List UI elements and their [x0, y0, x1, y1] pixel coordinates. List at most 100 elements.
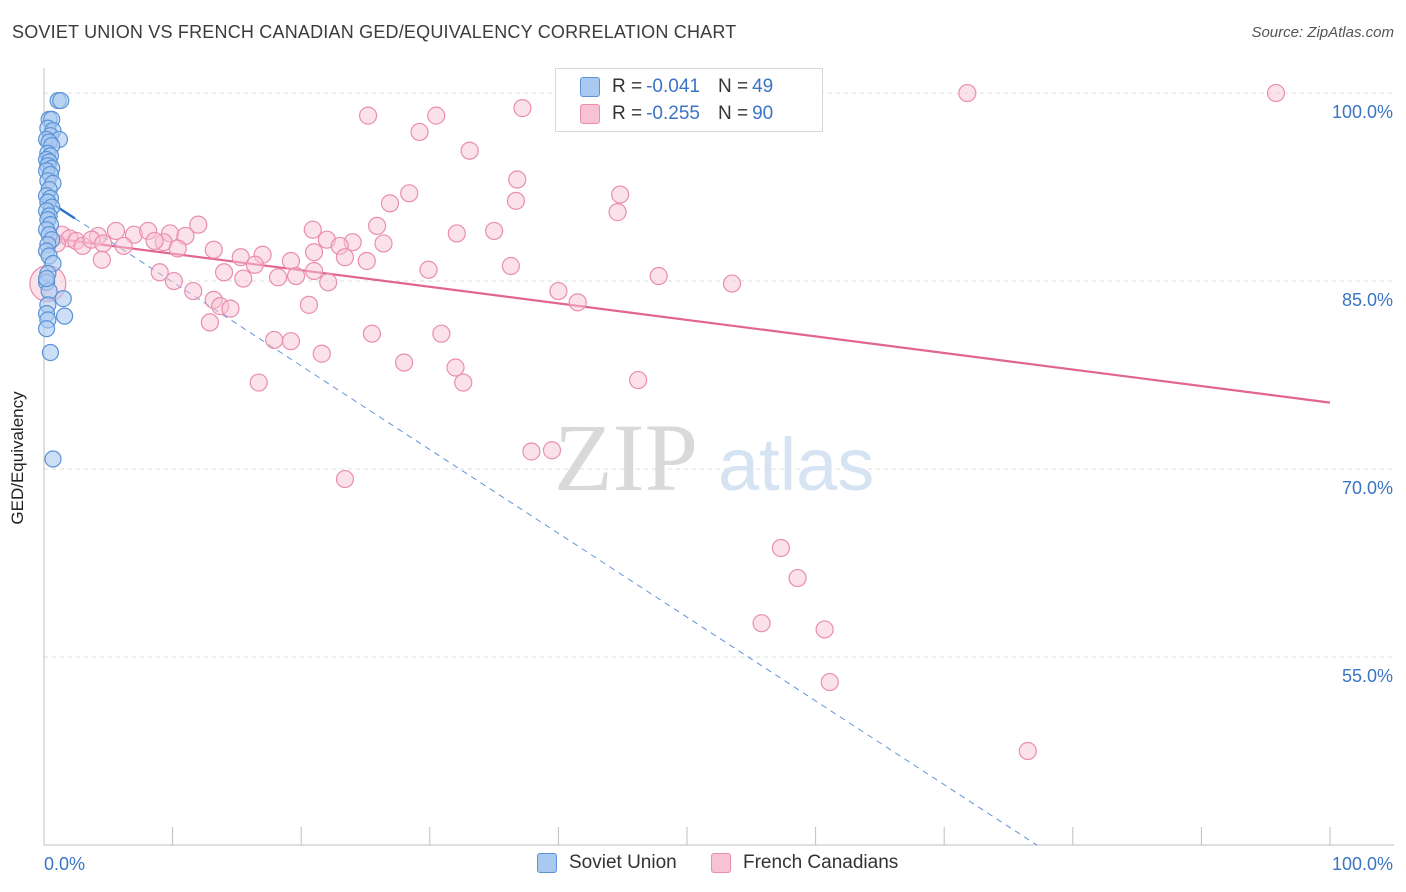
french-canadians-point	[150, 263, 169, 282]
french-canadians-point	[788, 568, 807, 588]
french-canadians-point	[752, 614, 771, 633]
french-canadians-point	[958, 83, 977, 103]
x-tick-label: 100.0%	[1332, 854, 1393, 874]
french-canadians-point	[394, 353, 414, 372]
watermark-atlas: atlas	[718, 423, 874, 506]
legend-item-soviet[interactable]: Soviet Union	[537, 852, 677, 874]
french-canadians-point	[168, 239, 187, 258]
french-canadians-point	[374, 234, 393, 253]
french-canadians-point	[446, 358, 465, 377]
french-canadians-point	[304, 243, 324, 262]
french-canadians-point	[611, 185, 630, 204]
french-canadians-point	[92, 250, 111, 269]
french-canadians-point	[1018, 741, 1037, 761]
french-canadians-point	[245, 255, 265, 274]
soviet-union-point	[54, 289, 72, 308]
trend-lines	[43, 197, 1331, 846]
french-canadians-point	[380, 194, 400, 213]
french-canadians-point	[649, 266, 668, 286]
french-canadians-point	[815, 620, 834, 639]
french-canadians-point	[501, 256, 520, 276]
french-canadians-point	[304, 261, 324, 281]
legend-row-french: R = -0.255 N = 90	[580, 102, 773, 126]
french-canadians-point	[820, 672, 839, 692]
french-canadians-point	[629, 370, 648, 390]
french-canadians-point	[447, 224, 466, 243]
french-canadians-point	[542, 441, 562, 460]
soviet-union-point	[52, 91, 70, 110]
french-canadians-point	[249, 373, 268, 392]
y-axis-label: GED/Equivalency	[8, 391, 27, 525]
french-canadians-point	[513, 99, 532, 118]
french-canadians-point	[427, 106, 446, 125]
french-canadians-point	[164, 271, 183, 291]
french-canadians-point	[204, 240, 223, 259]
french-canadians-point	[231, 248, 250, 267]
watermark-zip: ZIP	[554, 404, 698, 511]
series-legend: Soviet Union French Canadians	[0, 852, 1406, 876]
french-canadians-point	[114, 236, 133, 256]
soviet-swatch	[537, 853, 557, 873]
r-value: -0.041	[646, 76, 700, 97]
chart-title: SOVIET UNION VS FRENCH CANADIAN GED/EQUI…	[12, 22, 737, 42]
french-canadians-point	[281, 251, 301, 271]
french-canadians-point	[234, 269, 253, 288]
n-label: N =	[717, 103, 749, 124]
legend-soviet-label: Soviet Union	[569, 852, 677, 873]
soviet-union-point	[44, 450, 62, 468]
watermark: ZIP atlas	[554, 404, 874, 511]
french-canadians-point	[189, 215, 208, 234]
french-canadians-point	[286, 266, 306, 286]
french-swatch	[580, 104, 600, 124]
french-canadians-point	[221, 299, 240, 318]
soviet-union-point	[37, 269, 56, 288]
x-tick-label: 0.0%	[44, 854, 85, 874]
french-canadians-point	[549, 281, 568, 301]
legend-item-french[interactable]: French Canadians	[711, 852, 898, 874]
french-canadians-point	[312, 344, 331, 363]
tick-labels: 100.0% 85.0% 70.0% 55.0% 0.0% 100.0%	[44, 102, 1393, 874]
french-canadians-point	[200, 313, 219, 332]
soviet-union-point	[55, 307, 74, 325]
french-canadians-point	[265, 330, 284, 350]
french-canadians-point	[281, 332, 301, 351]
french-canadians-point	[94, 234, 113, 253]
n-value: 49	[752, 76, 774, 97]
french-canadians-point	[299, 295, 319, 314]
french-canadians-point	[568, 293, 587, 312]
french-canadians-point	[506, 191, 526, 210]
french-canadians-point	[319, 273, 338, 292]
french-canadians-point	[1266, 83, 1286, 103]
y-tick-label: 85.0%	[1342, 290, 1393, 310]
r-label: R =	[612, 103, 643, 124]
french-canadians-point	[335, 469, 355, 489]
french-canadians-point	[410, 122, 429, 142]
french-canadians-point	[335, 248, 355, 267]
french-canadians-point	[303, 220, 322, 239]
soviet-union-point	[41, 343, 60, 362]
y-tick-label: 70.0%	[1342, 478, 1393, 498]
soviet-swatch	[580, 77, 600, 97]
french-canadians-point	[214, 263, 234, 282]
french-canadians-point	[608, 203, 627, 222]
french-canadians-point	[771, 538, 790, 558]
soviet-union-point	[37, 320, 56, 338]
french-canadians-point	[362, 324, 382, 343]
french-canadians-point	[184, 281, 203, 301]
french-canadians-point	[268, 268, 288, 287]
french-canadians-point	[145, 231, 164, 251]
n-label: N =	[717, 76, 749, 97]
grid	[44, 92, 1394, 658]
data-points	[29, 83, 1286, 761]
french-canadians-point	[357, 251, 376, 271]
french-canadians-point	[358, 106, 378, 125]
r-value: -0.255	[646, 103, 700, 124]
french-canadians-point	[400, 184, 419, 203]
y-tick-label: 55.0%	[1342, 666, 1393, 686]
french-canadians-point	[432, 324, 451, 343]
french-swatch	[711, 853, 731, 873]
correlation-legend: R = -0.041 N = 49 R = -0.255 N = 90	[555, 68, 823, 132]
french-canadians-point	[454, 373, 473, 392]
french-canadians-point	[367, 216, 387, 236]
